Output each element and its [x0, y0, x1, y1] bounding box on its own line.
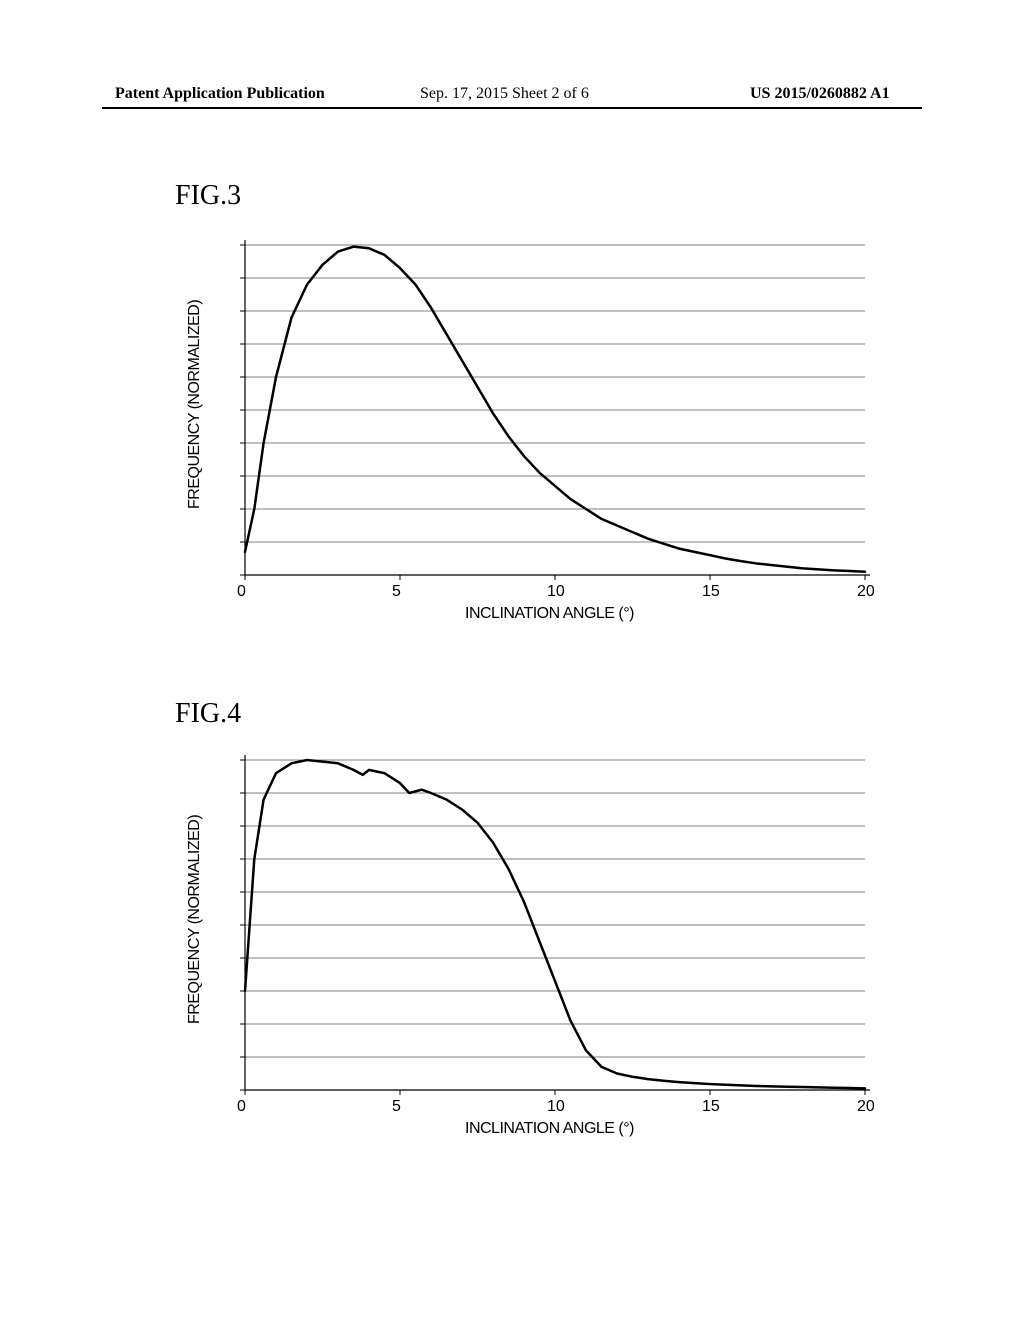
fig4-label: FIG.4: [175, 698, 241, 730]
fig3-label: FIG.3: [175, 180, 241, 212]
x-tick-label: 10: [547, 583, 565, 601]
x-tick-label: 5: [392, 1098, 401, 1116]
x-tick-label: 10: [547, 1098, 565, 1116]
x-tick-label: 15: [702, 1098, 720, 1116]
header-left: Patent Application Publication: [115, 85, 325, 103]
x-tick-label: 0: [237, 583, 246, 601]
x-tick-label: 15: [702, 583, 720, 601]
x-axis-label: INCLINATION ANGLE (°): [465, 1120, 634, 1138]
header-center: Sep. 17, 2015 Sheet 2 of 6: [420, 85, 589, 103]
y-axis-label: FREQUENCY (NORMALIZED): [186, 824, 204, 1024]
x-axis-label: INCLINATION ANGLE (°): [465, 605, 634, 623]
header-right: US 2015/0260882 A1: [750, 85, 890, 103]
y-axis-label: FREQUENCY (NORMALIZED): [186, 309, 204, 509]
x-tick-label: 20: [857, 1098, 875, 1116]
x-tick-label: 5: [392, 583, 401, 601]
x-tick-label: 0: [237, 1098, 246, 1116]
x-tick-label: 20: [857, 583, 875, 601]
header-rule: [102, 107, 922, 109]
